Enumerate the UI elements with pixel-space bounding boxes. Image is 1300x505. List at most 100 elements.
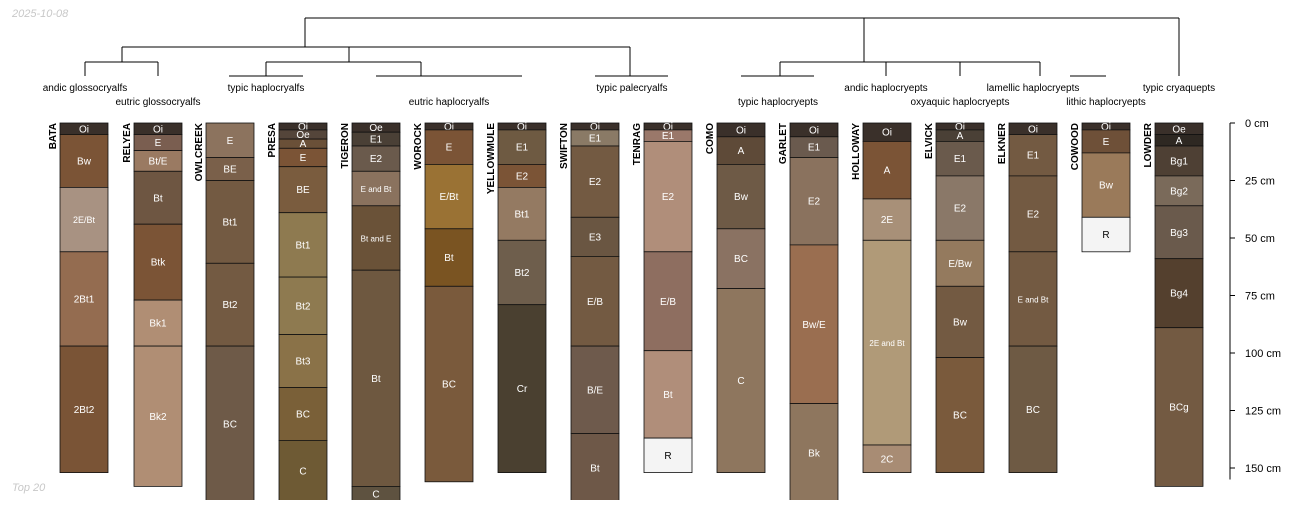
taxon-label: oxyaquic haplocryepts — [911, 97, 1010, 108]
horizon — [643, 251, 693, 352]
profile-name: HOLLOWAY — [851, 123, 862, 180]
horizon-label: E/Bw — [948, 259, 972, 270]
horizon — [716, 288, 766, 474]
horizon-label: Bt3 — [295, 357, 310, 368]
horizon-label: BC — [734, 254, 748, 265]
taxon-label: lithic haplocryepts — [1066, 97, 1145, 108]
horizon-label: E and Bt — [361, 185, 392, 194]
taxon-label: typic haplocryepts — [738, 97, 818, 108]
horizon — [570, 345, 620, 434]
horizon — [1154, 145, 1204, 177]
taxon-label: typic palecryalfs — [596, 83, 667, 94]
horizon — [716, 163, 766, 230]
taxon-label: eutric glossocryalfs — [115, 97, 200, 108]
profile-name: ELKNER — [997, 122, 1008, 164]
horizon-label: Bt/E — [149, 156, 168, 167]
horizon — [1154, 175, 1204, 207]
horizon — [59, 186, 109, 253]
profile-name: WOROCK — [413, 122, 424, 169]
profile-name: BATA — [48, 123, 59, 149]
horizon — [351, 269, 401, 487]
profile-yellowmule: Oi E1 E2 Bt1 Bt2 Cr YELLOWMULE — [486, 122, 547, 474]
taxon-label: typic cryaquepts — [1143, 83, 1215, 94]
horizon-label: Oi — [153, 124, 163, 135]
horizon-label: 2Bt1 — [74, 294, 95, 305]
horizon — [862, 140, 912, 200]
horizon — [205, 345, 255, 503]
horizon-label: Bg1 — [1170, 156, 1188, 167]
horizon-label: A — [738, 146, 745, 157]
horizon — [351, 205, 401, 271]
horizon — [935, 175, 985, 241]
horizon-label: E and Bt — [1018, 295, 1049, 304]
horizon-label: Bt — [444, 253, 454, 264]
horizon — [278, 166, 328, 214]
horizon-label: 2E/Bt — [73, 215, 96, 225]
horizon — [497, 304, 547, 474]
horizon-label: Oi — [663, 122, 673, 133]
profile-elkner: Oi E1 E2 E and Bt BC ELKNER — [997, 122, 1058, 474]
profile-owlcreek: E BE Bt1 Bt2 BC OWLCREEK — [194, 122, 255, 503]
horizon — [205, 262, 255, 347]
horizon — [133, 223, 183, 301]
horizon-label: Bg2 — [1170, 186, 1188, 197]
horizon-label: BC — [442, 380, 456, 391]
taxon-label: eutric haplocryalfs — [409, 97, 490, 108]
horizon — [1008, 345, 1058, 474]
horizon-label: BC — [296, 409, 310, 420]
horizon — [716, 136, 766, 165]
profile-cowood: Oi E Bw R COWOOD — [1070, 122, 1131, 253]
horizon-label: 2E — [881, 215, 894, 226]
horizon-label: Bt1 — [514, 209, 529, 220]
horizon-label: E1 — [954, 154, 967, 165]
horizon-label: Bt — [371, 374, 381, 385]
horizon — [935, 285, 985, 358]
horizon-label: BE — [296, 185, 310, 196]
horizon — [1008, 134, 1058, 177]
profile-name: SWIFTON — [559, 123, 570, 169]
horizon-label: BE — [223, 165, 237, 176]
horizon-label: 2C — [881, 454, 894, 465]
horizon — [133, 299, 183, 347]
profile-name: GARLET — [778, 123, 789, 164]
taxon-label: andic haplocryepts — [844, 83, 927, 94]
horizon-label: Cr — [517, 384, 528, 395]
horizon-label: E2 — [589, 177, 602, 188]
horizon-label: Oi — [882, 128, 892, 139]
horizon — [935, 357, 985, 474]
horizon — [424, 228, 474, 287]
horizon — [278, 276, 328, 336]
horizon-label: E2 — [662, 192, 675, 203]
depth-tick-label: 75 cm — [1245, 291, 1275, 303]
horizon-label: E1 — [808, 143, 821, 154]
footer-label: Top 20 — [12, 482, 46, 494]
horizon-label: E1 — [370, 135, 383, 146]
profile-como: Oi A Bw BC C COMO — [705, 122, 766, 474]
profile-name: TENRAG — [632, 123, 643, 165]
horizon-label: Bw — [77, 156, 92, 167]
horizon — [497, 186, 547, 241]
horizon — [862, 239, 912, 446]
horizon-label: B/E — [587, 385, 603, 396]
profile-name: ELVICK — [924, 122, 935, 159]
profile-name: COMO — [705, 123, 716, 154]
profile-name: PRESA — [267, 123, 278, 157]
horizon-label: E — [1103, 137, 1110, 148]
horizon-label: Oi — [1101, 122, 1111, 133]
horizon-label: C — [372, 490, 379, 500]
horizon-label: A — [1176, 136, 1183, 147]
horizon — [643, 350, 693, 439]
profile-elvick: OiA E1 E2 E/Bw Bw BC ELVICK — [924, 122, 985, 474]
profile-name: TIGERON — [340, 123, 351, 169]
horizon-label: 2E and Bt — [869, 339, 905, 348]
profile-worock: Oi E E/Bt Bt BC WOROCK — [413, 122, 474, 483]
horizon-label: E/B — [587, 297, 603, 308]
horizon-label: Bw/E — [802, 320, 826, 331]
horizon-label: Oi — [736, 125, 746, 136]
horizon — [424, 129, 474, 165]
horizon — [278, 387, 328, 441]
